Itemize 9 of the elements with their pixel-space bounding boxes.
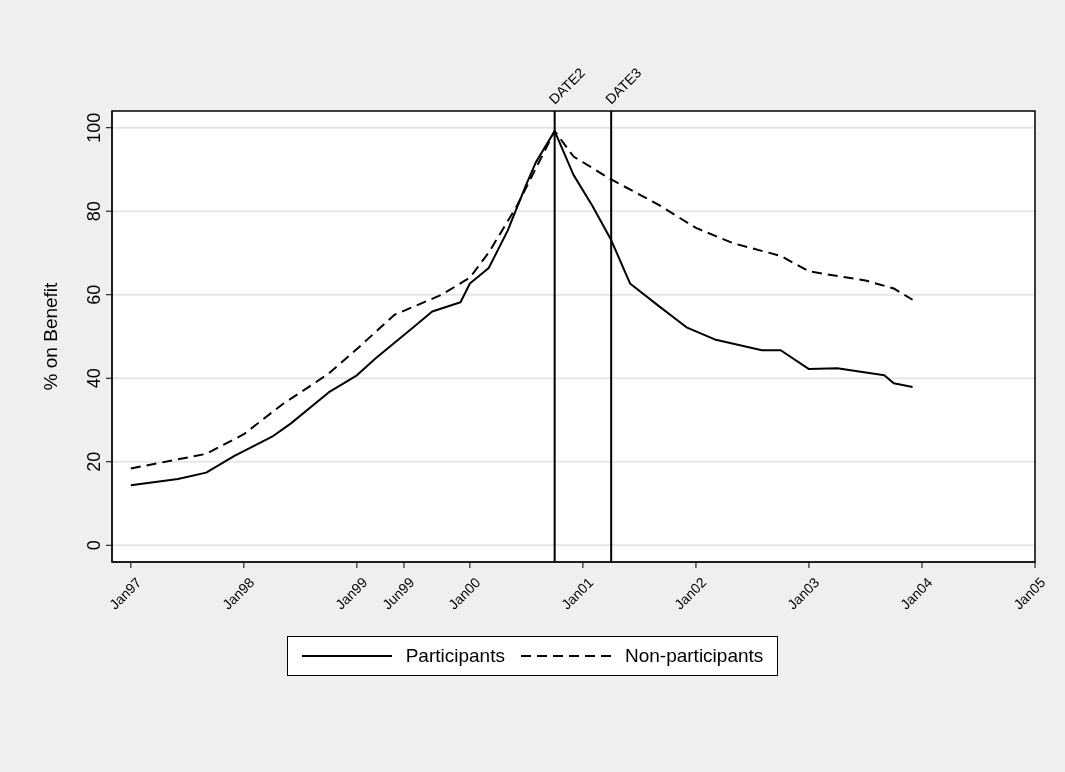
legend-label: Non-participants — [624, 645, 764, 667]
legend-label: Participants — [405, 645, 505, 667]
y-tick-label: 60 — [84, 284, 104, 305]
y-tick-label: 0 — [84, 540, 104, 551]
y-tick-label: 40 — [84, 368, 104, 389]
y-tick-label: 80 — [84, 201, 104, 222]
y-tick-label: 20 — [84, 451, 104, 472]
y-axis-title: % on Benefit — [39, 281, 61, 391]
y-tick-label: 100 — [84, 112, 104, 143]
